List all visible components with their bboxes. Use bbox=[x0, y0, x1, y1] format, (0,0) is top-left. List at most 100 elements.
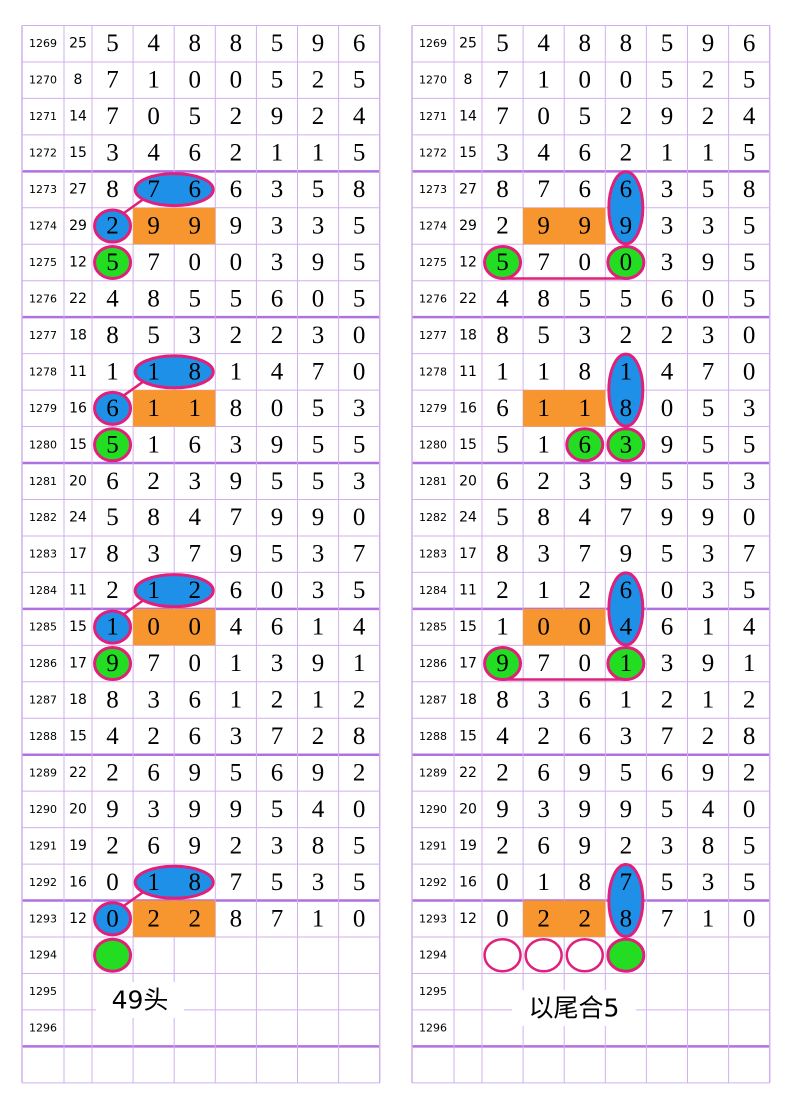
digit: 3 bbox=[271, 832, 284, 859]
highlight bbox=[523, 207, 606, 245]
digit: 8 bbox=[106, 176, 119, 203]
digit: 8 bbox=[620, 905, 633, 932]
digit: 9 bbox=[496, 796, 509, 823]
row-sum: 14 bbox=[69, 109, 87, 125]
digit: 6 bbox=[189, 140, 202, 167]
digit: 7 bbox=[147, 176, 160, 203]
highlight bbox=[133, 354, 215, 390]
highlight bbox=[133, 172, 215, 208]
digit: 7 bbox=[620, 869, 633, 896]
digit: 5 bbox=[496, 431, 509, 458]
highlight bbox=[93, 427, 133, 463]
row-sum: 20 bbox=[69, 801, 87, 817]
digit: 6 bbox=[271, 285, 284, 312]
digit: 8 bbox=[230, 395, 243, 422]
digit: 3 bbox=[147, 796, 160, 823]
digit: 3 bbox=[353, 468, 366, 495]
digit: 0 bbox=[743, 796, 756, 823]
digit: 6 bbox=[189, 723, 202, 750]
digit: 1 bbox=[312, 687, 325, 714]
digit: 0 bbox=[106, 905, 119, 932]
digit: 5 bbox=[312, 395, 325, 422]
digit: 7 bbox=[579, 541, 592, 568]
digit: 9 bbox=[620, 213, 633, 240]
digit: 5 bbox=[271, 30, 284, 57]
digit: 5 bbox=[271, 796, 284, 823]
digit: 6 bbox=[230, 176, 243, 203]
digit: 3 bbox=[230, 723, 243, 750]
digit: 0 bbox=[189, 650, 202, 677]
digit: 5 bbox=[743, 869, 756, 896]
digit: 9 bbox=[579, 759, 592, 786]
highlight bbox=[524, 937, 563, 973]
digit: 8 bbox=[743, 723, 756, 750]
row-id: 1294 bbox=[419, 949, 447, 962]
digit: 3 bbox=[537, 687, 550, 714]
row-sum: 17 bbox=[69, 656, 87, 672]
digit: 5 bbox=[312, 431, 325, 458]
digit: 4 bbox=[353, 614, 366, 641]
digit: 9 bbox=[702, 504, 715, 531]
digit: 1 bbox=[106, 614, 119, 641]
digit: 1 bbox=[230, 358, 243, 385]
row-id: 1269 bbox=[29, 37, 57, 50]
digit: 8 bbox=[353, 176, 366, 203]
highlight bbox=[607, 571, 645, 647]
highlight bbox=[607, 170, 645, 246]
row-sum: 11 bbox=[69, 583, 87, 599]
highlight bbox=[93, 208, 133, 244]
row-id: 1284 bbox=[29, 584, 57, 597]
row-sum: 20 bbox=[459, 801, 477, 817]
digit: 2 bbox=[106, 213, 119, 240]
digit: 8 bbox=[353, 723, 366, 750]
row-id: 1285 bbox=[29, 621, 57, 634]
digit: 9 bbox=[312, 249, 325, 276]
highlight bbox=[565, 427, 605, 463]
digit: 5 bbox=[743, 67, 756, 94]
digit: 7 bbox=[230, 504, 243, 531]
digit: 9 bbox=[189, 759, 202, 786]
row-sum: 12 bbox=[459, 911, 477, 927]
row-id: 1281 bbox=[419, 475, 447, 488]
annotation: 以尾合5 bbox=[529, 994, 620, 1023]
digit: 7 bbox=[496, 103, 509, 130]
digit: 2 bbox=[312, 67, 325, 94]
digit: 0 bbox=[537, 103, 550, 130]
digit: 2 bbox=[312, 723, 325, 750]
digit: 4 bbox=[496, 285, 509, 312]
digit: 5 bbox=[661, 67, 674, 94]
digit: 3 bbox=[271, 213, 284, 240]
digit: 6 bbox=[579, 687, 592, 714]
row-id: 1293 bbox=[29, 912, 57, 925]
row-id: 1285 bbox=[419, 621, 447, 634]
digit: 4 bbox=[271, 358, 284, 385]
digit: 5 bbox=[230, 285, 243, 312]
digit: 5 bbox=[106, 431, 119, 458]
digit: 2 bbox=[106, 759, 119, 786]
digit: 0 bbox=[230, 67, 243, 94]
digit: 2 bbox=[579, 905, 592, 932]
row-id: 1288 bbox=[419, 730, 447, 743]
digit: 6 bbox=[620, 577, 633, 604]
highlight bbox=[606, 427, 646, 463]
digit: 5 bbox=[579, 103, 592, 130]
digit: 2 bbox=[537, 468, 550, 495]
digit: 2 bbox=[661, 322, 674, 349]
highlight bbox=[133, 900, 216, 937]
digit: 5 bbox=[496, 504, 509, 531]
row-id: 1271 bbox=[29, 110, 57, 123]
row-id: 1283 bbox=[29, 548, 57, 561]
row-sum: 15 bbox=[459, 728, 477, 744]
digit: 0 bbox=[579, 249, 592, 276]
digit: 5 bbox=[353, 67, 366, 94]
highlight bbox=[133, 207, 216, 245]
highlight bbox=[523, 390, 606, 427]
row-id: 1292 bbox=[419, 876, 447, 889]
digit: 0 bbox=[496, 905, 509, 932]
row-sum: 17 bbox=[459, 656, 477, 672]
digit: 3 bbox=[661, 249, 674, 276]
digit: 2 bbox=[230, 140, 243, 167]
row-sum: 18 bbox=[69, 327, 87, 343]
row-id: 1290 bbox=[419, 803, 447, 816]
digit: 5 bbox=[271, 869, 284, 896]
